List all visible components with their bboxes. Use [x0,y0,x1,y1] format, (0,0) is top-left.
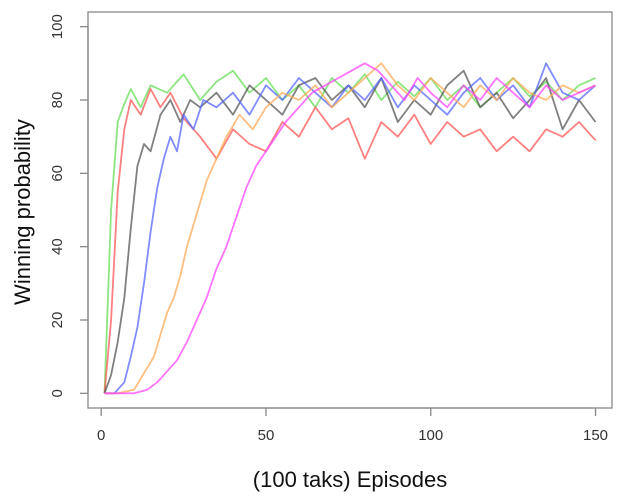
y-tick-label: 0 [49,389,66,397]
y-axis-title: Winning probability [10,119,35,305]
series-line-6 [104,62,596,395]
y-tick-label: 60 [49,165,66,182]
series-line-2 [103,88,597,394]
series-group [103,62,597,395]
x-axis-title: (100 taks) Episodes [253,467,447,492]
series-line-5 [104,62,596,395]
x-tick-label: 150 [583,427,608,444]
x-axis-ticks: 0 50 100 150 [97,408,608,444]
y-tick-label: 20 [49,312,66,329]
y-tick-label: 40 [49,238,66,255]
y-tick-label: 100 [49,14,66,39]
series-line-4 [104,62,597,395]
series-line-3 [103,69,597,394]
y-axis-ticks: 0 20 40 60 80 100 [49,14,88,398]
x-tick-label: 0 [97,427,105,444]
y-tick-label: 80 [49,92,66,109]
x-tick-label: 100 [418,427,443,444]
x-tick-label: 50 [258,427,275,444]
